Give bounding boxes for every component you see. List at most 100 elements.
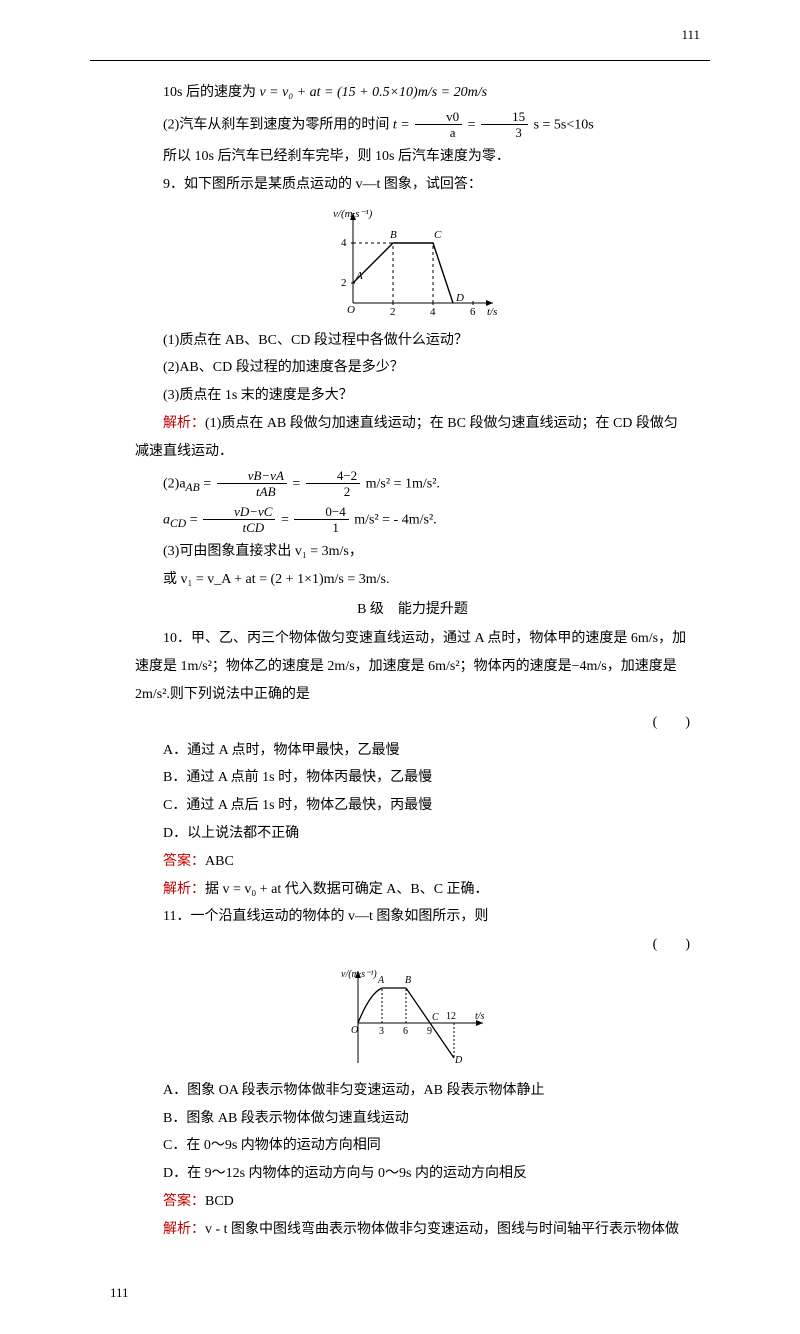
- f3d: tCD: [203, 520, 275, 536]
- frac-ab1: vB−vAtAB: [217, 468, 287, 500]
- svg-text:C: C: [432, 1012, 439, 1023]
- svg-text:O: O: [347, 304, 355, 316]
- f4n: 0−4: [294, 504, 348, 521]
- q10b: 速度是 1m/s²；物体乙的速度是 2m/s，加速度是 6m/s²；物体丙的速度…: [135, 655, 690, 679]
- page-number-top: 111: [681, 24, 700, 46]
- q11-ans: BCD: [205, 1194, 234, 1209]
- q9-jx3b: 或 v₁ = v_A + at = (2 + 1×1)m/s = 3m/s.: [135, 568, 690, 592]
- q10-C: C．通过 A 点后 1s 时，物体乙最快，丙最慢: [135, 794, 690, 818]
- q10-jx: 据 v = v₀ + at 代入数据可确定 A、B、C 正确．: [205, 882, 489, 897]
- f2d: 2: [306, 484, 360, 500]
- svg-text:v/(m·s⁻¹): v/(m·s⁻¹): [341, 969, 377, 980]
- q9-jx2-line1: (2)aAB = vB−vAtAB = 4−22 m/s² = 1m/s².: [135, 468, 690, 500]
- sub-cd: CD: [170, 517, 186, 530]
- daan-label-2: 答案：: [163, 1194, 205, 1209]
- p2b: s = 5s<10s: [534, 117, 594, 132]
- q9-jx3: (3)可由图象直接求出 v₁ = 3m/s，: [135, 540, 690, 564]
- q9-jx1: (1)质点在 AB 段做匀加速直线运动；在 BC 段做匀速直线运动；在 CD 段…: [205, 416, 678, 431]
- section-b-title: B 级 能力提升题: [135, 598, 690, 622]
- svg-text:t/s: t/s: [487, 306, 497, 318]
- p3: 所以 10s 后汽车已经刹车完毕，则 10s 后汽车速度为零．: [135, 145, 690, 169]
- q10-answer-line: 答案：ABC: [135, 850, 690, 874]
- q11: 11．一个沿直线运动的物体的 v—t 图象如图所示，则: [135, 905, 690, 929]
- paren2: ( ): [653, 933, 690, 957]
- q11-B: B．图象 AB 段表示物体做匀速直线运动: [135, 1107, 690, 1131]
- q9: 9．如下图所示是某质点运动的 v—t 图象，试回答：: [135, 173, 690, 197]
- main-content: 10s 后的速度为 v = v₀ + at = (15 + 0.5×10)m/s…: [135, 81, 690, 1242]
- q10-paren: ( ): [135, 711, 690, 735]
- f1n: vB−vA: [217, 468, 287, 485]
- svg-text:t/s: t/s: [475, 1011, 485, 1022]
- svg-text:9: 9: [427, 1026, 432, 1037]
- p2a: (2)汽车从刹车到速度为零所用的时间: [163, 117, 393, 132]
- svg-text:v/(m·s⁻¹): v/(m·s⁻¹): [333, 208, 373, 220]
- q10-B: B．通过 A 点前 1s 时，物体丙最快，乙最慢: [135, 766, 690, 790]
- frac-153: 153: [481, 109, 528, 141]
- page-number-bottom: 111: [110, 1282, 800, 1304]
- svg-text:3: 3: [379, 1026, 384, 1037]
- svg-text:C: C: [434, 229, 442, 241]
- paren: ( ): [653, 711, 690, 735]
- svg-text:A: A: [377, 975, 385, 986]
- q10-A: A．通过 A 点时，物体甲最快，乙最慢: [135, 739, 690, 763]
- svg-text:6: 6: [403, 1026, 408, 1037]
- q9jx2e: =: [186, 512, 201, 527]
- q10-ans: ABC: [205, 854, 234, 869]
- fd1: a: [415, 125, 462, 141]
- f2n: 4−2: [306, 468, 360, 485]
- frac-cd1: vD−vCtCD: [203, 504, 275, 536]
- q10-D: D．以上说法都不正确: [135, 822, 690, 846]
- p1: 10s 后的速度为 v = v₀ + at = (15 + 0.5×10)m/s…: [135, 81, 690, 105]
- svg-text:4: 4: [341, 237, 347, 249]
- svg-text:B: B: [390, 229, 397, 241]
- top-rule: [90, 60, 710, 61]
- jiexi-label: 解析：: [163, 416, 205, 431]
- svg-text:B: B: [405, 975, 411, 986]
- fd2: 3: [481, 125, 528, 141]
- p2t: t =: [393, 117, 413, 132]
- q10-jx-line: 解析：据 v = v₀ + at 代入数据可确定 A、B、C 正确．: [135, 878, 690, 902]
- fn2: 15: [481, 109, 528, 126]
- q9-1: (1)质点在 AB、BC、CD 段过程中各做什么运动？: [135, 329, 690, 353]
- svg-text:D: D: [454, 1055, 463, 1066]
- fn1: v0: [415, 109, 462, 126]
- chart-q9: v/(m·s⁻¹) t/s O 2 4 2 4 6 A B C D: [323, 203, 503, 323]
- p2eq: =: [468, 117, 479, 132]
- sub-ab: AB: [186, 481, 200, 494]
- p1-formula: v = v₀ + at = (15 + 0.5×10)m/s = 20m/s: [259, 85, 487, 100]
- q9jx2a: (2)a: [163, 476, 186, 491]
- q11-jx: v - t 图象中图线弯曲表示物体做非匀变速运动，图线与时间轴平行表示物体做: [205, 1222, 679, 1237]
- q9jx2c: m/s² = 1m/s².: [366, 476, 440, 491]
- f3n: vD−vC: [203, 504, 275, 521]
- q11-A: A．图象 OA 段表示物体做非匀变速运动，AB 段表示物体静止: [135, 1079, 690, 1103]
- q10a: 10．甲、乙、丙三个物体做匀变速直线运动，通过 A 点时，物体甲的速度是 6m/…: [135, 627, 690, 651]
- q11-answer-line: 答案：BCD: [135, 1190, 690, 1214]
- q10c: 2m/s².则下列说法中正确的是: [135, 683, 690, 707]
- q9jx2d: a: [163, 512, 170, 527]
- frac-ab2: 4−22: [306, 468, 360, 500]
- q9-jx1b: 减速直线运动．: [135, 440, 690, 464]
- chart-q11: v/(m·s⁻¹) O t/s 3 6 9 12 A B C D: [333, 963, 493, 1073]
- q9-jx2-line2: aCD = vD−vCtCD = 0−41 m/s² = - 4m/s².: [135, 504, 690, 536]
- frac-v0a: v0a: [415, 109, 462, 141]
- jiexi-label-2: 解析：: [163, 882, 205, 897]
- f1d: tAB: [217, 484, 287, 500]
- q11-paren: ( ): [135, 933, 690, 957]
- f4d: 1: [294, 520, 348, 536]
- daan-label: 答案：: [163, 854, 205, 869]
- svg-text:A: A: [355, 270, 363, 282]
- q9jx2f: m/s² = - 4m/s².: [354, 512, 436, 527]
- svg-text:2: 2: [341, 277, 347, 289]
- svg-text:2: 2: [390, 306, 396, 318]
- frac-cd2: 0−41: [294, 504, 348, 536]
- q9-2: (2)AB、CD 段过程的加速度各是多少？: [135, 356, 690, 380]
- svg-text:6: 6: [470, 306, 476, 318]
- jiexi-label-3: 解析：: [163, 1222, 205, 1237]
- p1-text: 10s 后的速度为: [163, 85, 259, 100]
- p2: (2)汽车从刹车到速度为零所用的时间 t = v0a = 153 s = 5s<…: [135, 109, 690, 141]
- svg-text:D: D: [455, 292, 464, 304]
- q11-jx-line: 解析：v - t 图象中图线弯曲表示物体做非匀变速运动，图线与时间轴平行表示物体…: [135, 1218, 690, 1242]
- q9-3: (3)质点在 1s 末的速度是多大？: [135, 384, 690, 408]
- q9jx2b: =: [200, 476, 215, 491]
- svg-text:4: 4: [430, 306, 436, 318]
